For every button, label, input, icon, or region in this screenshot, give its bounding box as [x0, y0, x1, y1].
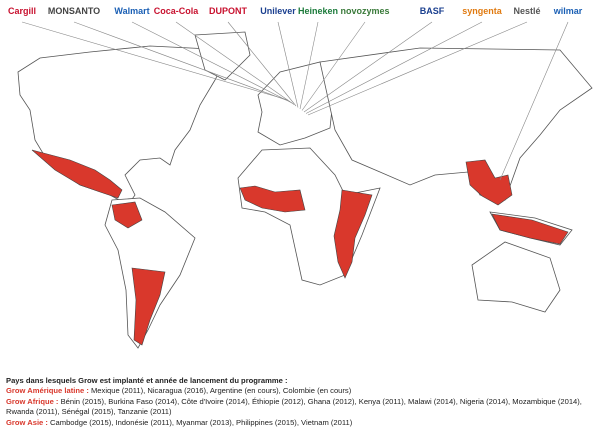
- grow-asia: [465, 159, 513, 206]
- connector: [301, 21, 366, 111]
- connector: [305, 21, 483, 114]
- region-label: Grow Afrique :: [6, 396, 59, 406]
- logo: Walmart: [114, 6, 149, 16]
- legend-row: Grow Afrique : Bénin (2015), Burkina Fas…: [6, 397, 594, 418]
- grow-africa: [239, 185, 306, 213]
- grow-latin-america: [111, 201, 143, 229]
- connector: [303, 21, 433, 113]
- connector: [21, 21, 289, 101]
- world-map: Cargill MONSANTO Walmart Coca-Cola DUPONT Uni…: [8, 6, 593, 349]
- region-text: Mexique (2011), Nicaragua (2016), Argent…: [90, 386, 352, 396]
- legend: Pays dans lesquels Grow est implanté et …: [6, 376, 594, 428]
- logo: Coca-Cola: [154, 6, 200, 16]
- connector: [307, 21, 528, 116]
- region-label: Grow Amérique latine :: [6, 386, 89, 396]
- grow-africa: [333, 189, 373, 279]
- connector: [131, 21, 293, 104]
- legend-heading: Pays dans lesquels Grow est implanté et …: [6, 376, 288, 385]
- grow-latin-america: [31, 149, 123, 199]
- grow-countries: [31, 149, 569, 346]
- asia: [319, 47, 593, 201]
- logo: Heineken: [298, 6, 338, 16]
- logo: syngenta: [462, 6, 503, 16]
- logo: MONSANTO: [48, 6, 100, 16]
- logo: DUPONT: [209, 6, 248, 16]
- logo: Unilever: [260, 6, 296, 16]
- connector-lines: [21, 21, 569, 181]
- logo: wilmar: [553, 6, 583, 16]
- logo: Cargill: [8, 6, 36, 16]
- legend-row: Grow Asie : Cambodge (2015), Indonésie (…: [6, 418, 594, 428]
- logo: novozymes: [340, 6, 389, 16]
- logo: Nestlé: [513, 6, 540, 16]
- connector: [499, 21, 569, 181]
- region-text: Cambodge (2015), Indonésie (2011), Myanm…: [50, 417, 353, 427]
- connector: [277, 21, 299, 108]
- connector: [299, 21, 319, 110]
- grow-asia: [491, 213, 569, 245]
- logo: BASF: [420, 6, 445, 16]
- grow-latin-america: [131, 267, 166, 346]
- region-text: Bénin (2015), Burkina Faso (2014), Côte …: [6, 396, 582, 417]
- region-label: Grow Asie :: [6, 417, 48, 427]
- australia: [471, 241, 561, 313]
- connector: [73, 21, 291, 102]
- logo-row: Cargill MONSANTO Walmart Coca-Cola DUPONT Uni…: [8, 6, 583, 16]
- legend-row: Grow Amérique latine : Mexique (2011), N…: [6, 386, 594, 396]
- connector: [175, 21, 295, 105]
- north-america: [17, 45, 231, 206]
- connector: [227, 21, 297, 107]
